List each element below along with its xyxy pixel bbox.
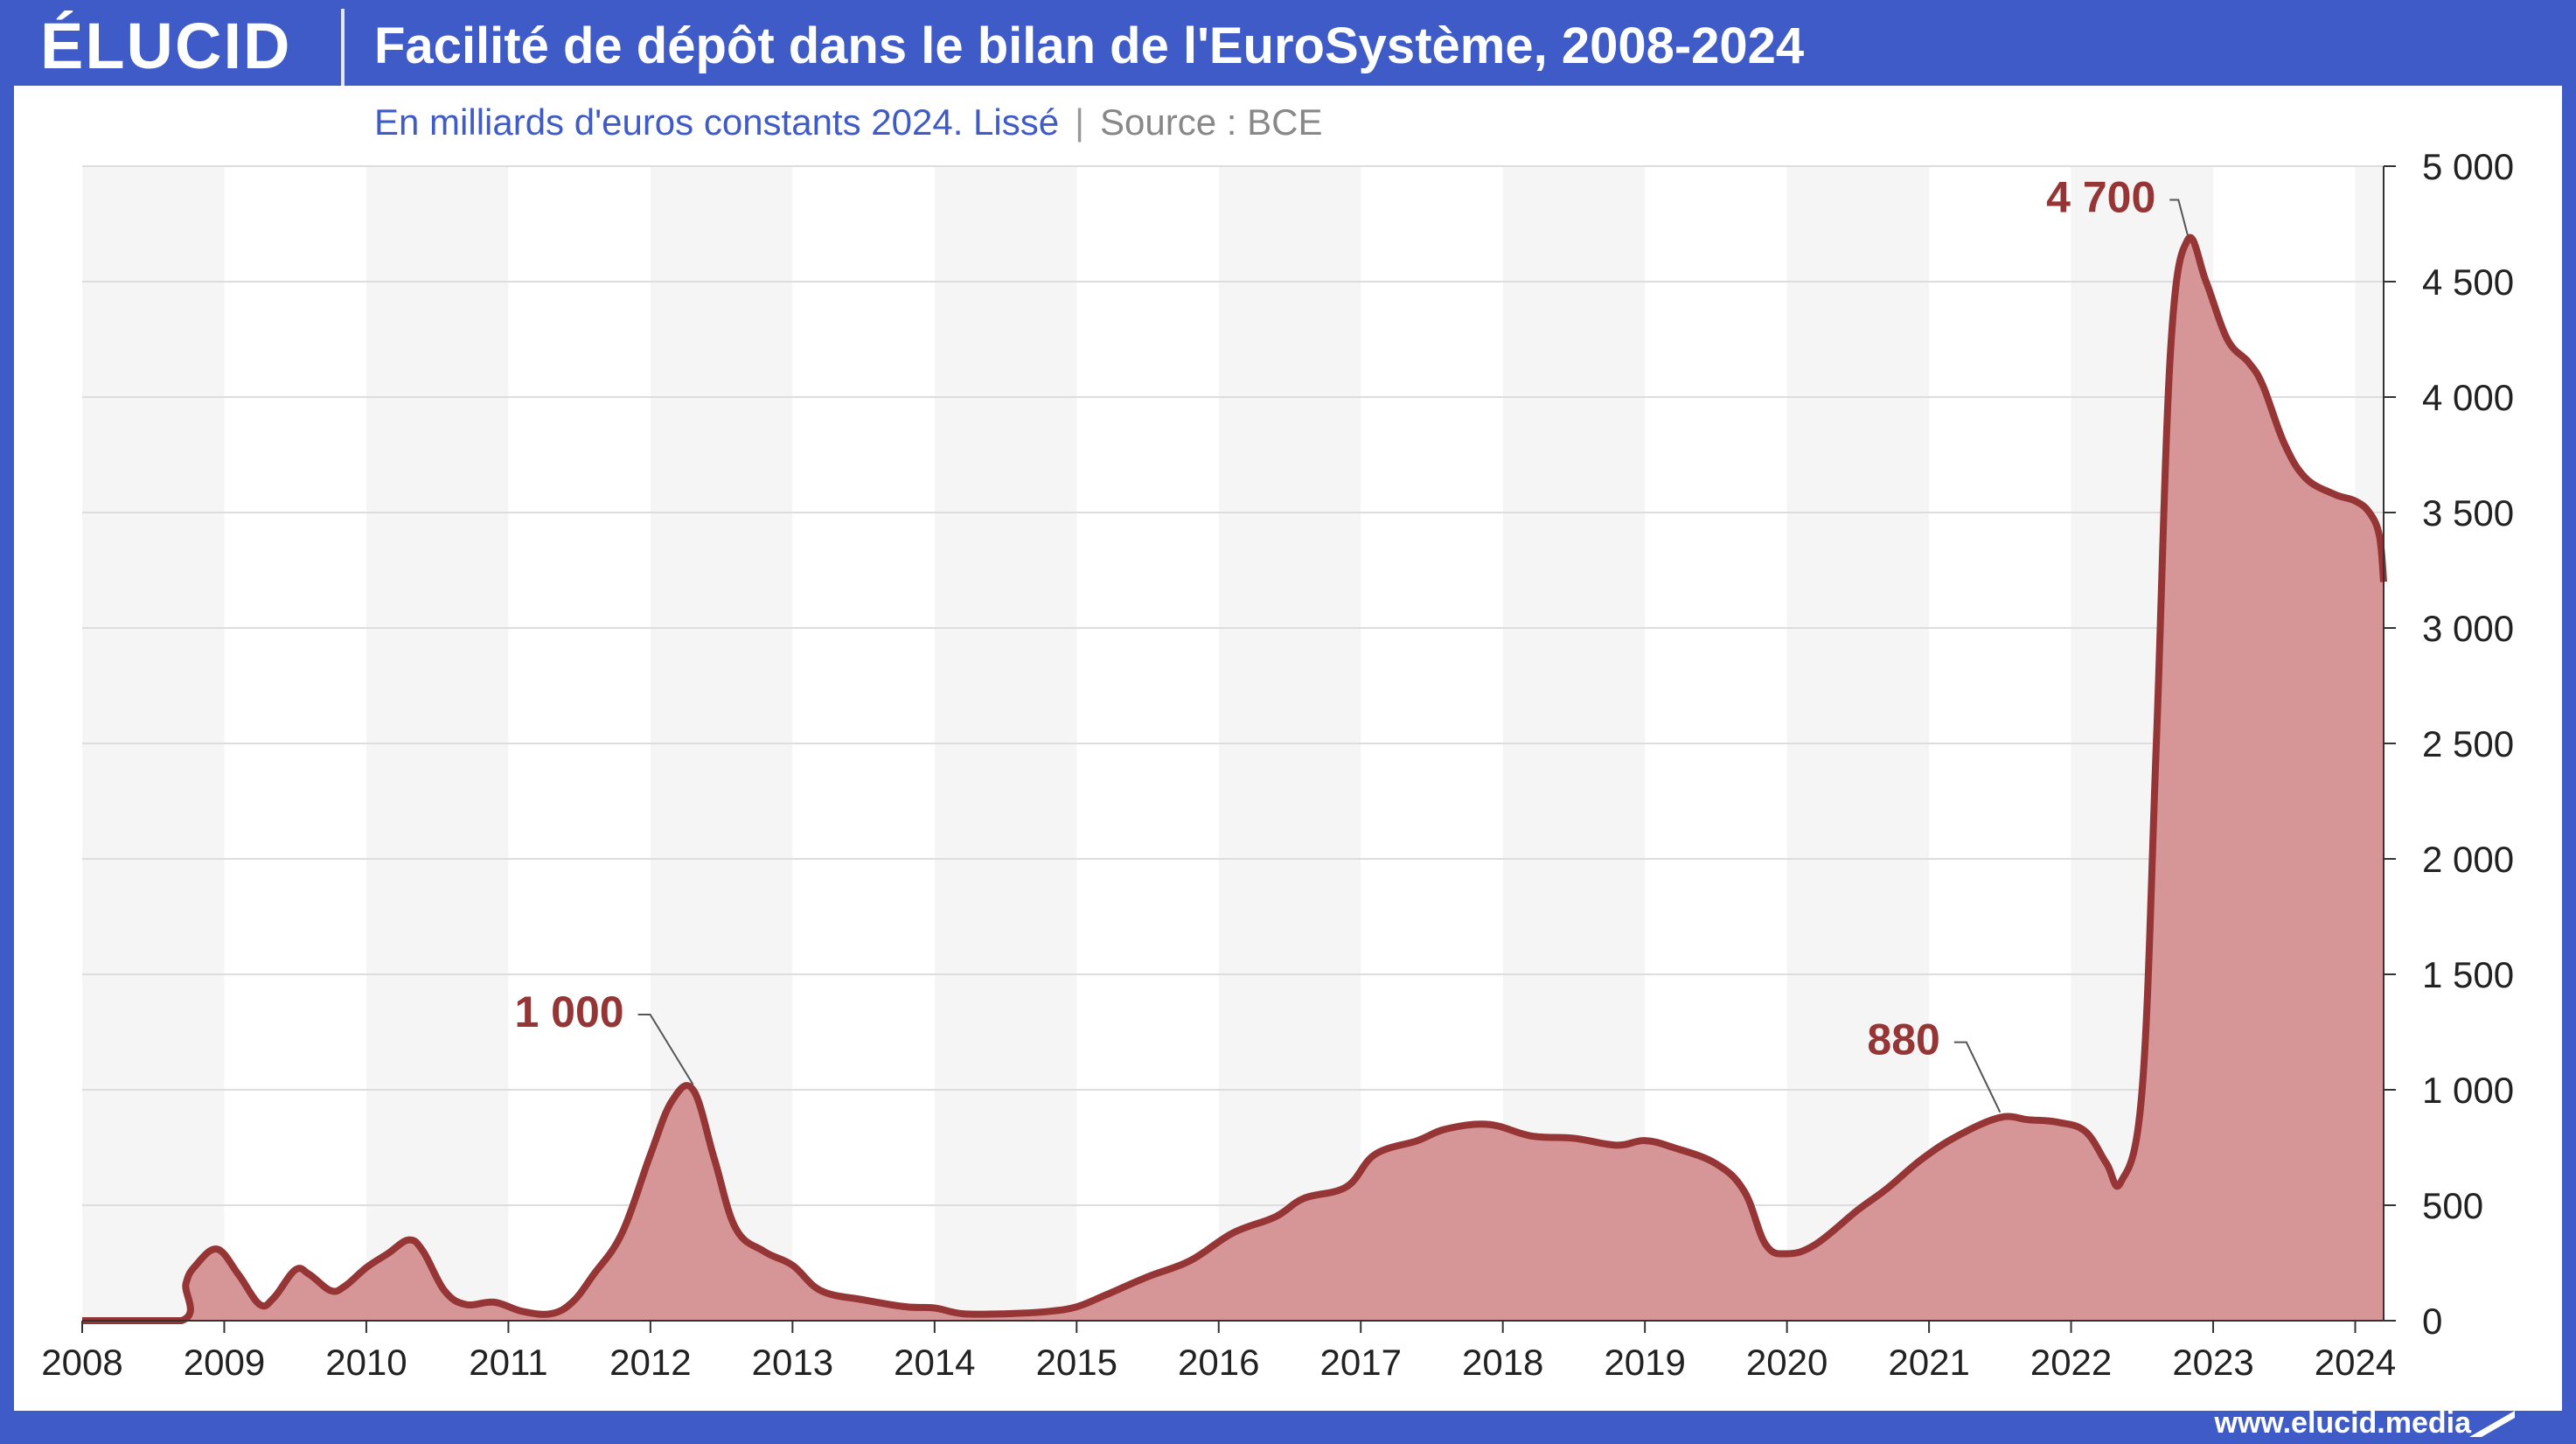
y-tick-label: 1 500 xyxy=(2422,954,2514,995)
y-tick-label: 2 500 xyxy=(2422,723,2514,764)
annotation-label: 4 700 xyxy=(2046,172,2155,221)
x-tick-label: 2015 xyxy=(1036,1342,1117,1383)
footer-url[interactable]: www.elucid.media xyxy=(2214,1406,2471,1440)
annotation-label: 1 000 xyxy=(514,987,623,1036)
y-tick-labels: 0 500 1 000 1 500 2 000 2 500 3 000 3 500 4 000 4… xyxy=(2384,146,2514,1342)
y-tick-label: 0 xyxy=(2422,1301,2442,1342)
chart-subtitle: En milliards d'euros constants 2024. Lis… xyxy=(374,101,1060,143)
annotation-label: 880 xyxy=(1867,1015,1939,1064)
annotation-leader xyxy=(1953,1041,2002,1113)
x-tick-label: 2008 xyxy=(41,1342,122,1383)
x-tick-label: 2022 xyxy=(2030,1342,2112,1383)
footer-arrow-icon xyxy=(2469,1411,2515,1437)
x-tick-label: 2012 xyxy=(609,1342,691,1383)
annotation-leader xyxy=(2169,199,2189,235)
source-label: Source : BCE xyxy=(1100,101,1323,143)
subtitle-row: En milliards d'euros constants 2024. Lis… xyxy=(374,96,1322,149)
x-tick-label: 2009 xyxy=(184,1342,265,1383)
x-tick-label: 2023 xyxy=(2172,1342,2253,1383)
header-bar: ÉLUCID Facilité de dépôt dans le bilan d… xyxy=(0,0,2576,86)
y-tick-label: 500 xyxy=(2422,1185,2483,1226)
x-tick-label: 2013 xyxy=(752,1342,833,1383)
annotations: 1 000 880 4 700 xyxy=(514,172,2189,1113)
series-area xyxy=(82,237,2384,1321)
chart-title: Facilité de dépôt dans le bilan de l'Eur… xyxy=(374,17,1805,74)
y-tick-label: 4 000 xyxy=(2422,377,2514,418)
x-tick-label: 2021 xyxy=(1888,1342,1969,1383)
x-tick-label: 2014 xyxy=(894,1342,975,1383)
subtitle-separator: | xyxy=(1075,101,1085,143)
y-tick-label: 5 000 xyxy=(2422,146,2514,187)
header-divider xyxy=(341,9,345,86)
y-tick-label: 4 500 xyxy=(2422,262,2514,303)
x-tick-labels: 2008 2009 2010 2011 2012 2013 2014 2015 2016 2017… xyxy=(41,1321,2396,1383)
x-tick-label: 2017 xyxy=(1320,1342,1402,1383)
x-tick-label: 2018 xyxy=(1462,1342,1543,1383)
x-tick-label: 2010 xyxy=(325,1342,407,1383)
y-tick-label: 2 000 xyxy=(2422,839,2514,880)
x-tick-label: 2011 xyxy=(469,1342,547,1383)
x-tick-label: 2020 xyxy=(1746,1342,1828,1383)
y-tick-label: 3 500 xyxy=(2422,492,2514,534)
y-tick-label: 3 000 xyxy=(2422,608,2514,649)
brand-logo: ÉLUCID xyxy=(40,10,292,82)
y-tick-label: 1 000 xyxy=(2422,1070,2514,1111)
annotation-leader xyxy=(637,1014,694,1085)
x-tick-label: 2024 xyxy=(2315,1342,2396,1383)
series-line xyxy=(82,234,2387,1325)
x-tick-label: 2016 xyxy=(1178,1342,1259,1383)
gridlines xyxy=(82,165,2384,1206)
x-tick-label: 2019 xyxy=(1604,1342,1685,1383)
